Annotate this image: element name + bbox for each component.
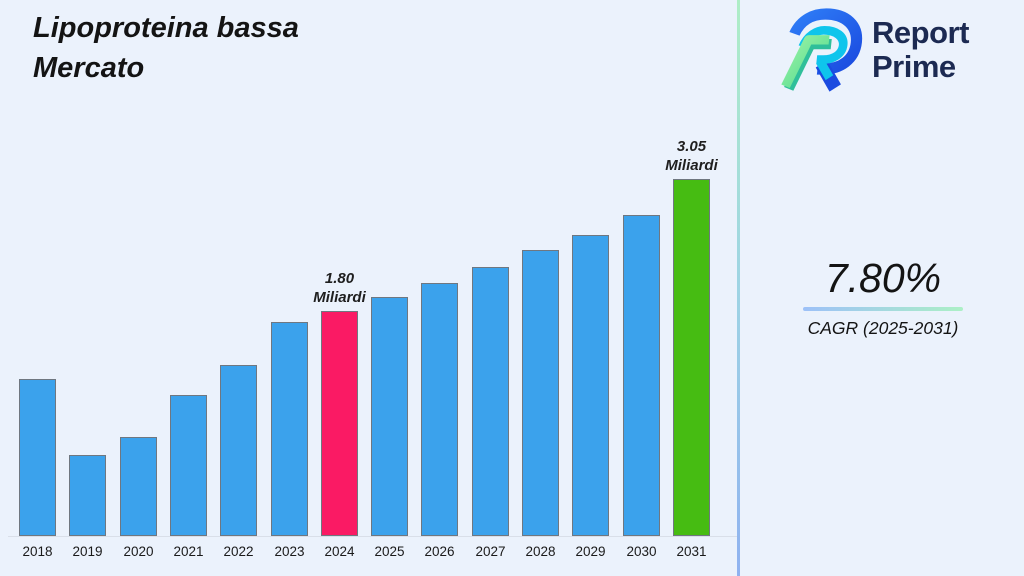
x-axis-label-2018: 2018 [22, 544, 53, 559]
bar-2018 [19, 379, 56, 536]
report-prime-logo-icon [781, 8, 863, 92]
kpi-value: 7.80% [824, 255, 942, 301]
bar-value-label-2031: 3.05 Miliardi [665, 138, 718, 174]
bar-2022 [220, 365, 257, 536]
x-axis-label-2026: 2026 [424, 544, 455, 559]
page-title: Lipoproteina bassa Mercato [33, 8, 299, 88]
x-axis-label-2027: 2027 [475, 544, 506, 559]
bar-2027 [472, 267, 509, 536]
x-axis-label-2022: 2022 [223, 544, 254, 559]
divider-line [737, 0, 740, 576]
bar-2021 [170, 395, 207, 536]
bar-2026 [421, 283, 458, 536]
kpi-block: 7.80% CAGR (2025-2031) [793, 255, 973, 338]
brand-name: Report Prime [872, 16, 969, 84]
page-title-line1: Lipoproteina bassa [33, 12, 299, 44]
x-axis-label-2029: 2029 [575, 544, 606, 559]
kpi-label: CAGR (2025-2031) [807, 318, 959, 338]
x-axis-line [8, 536, 737, 537]
bar-2023 [271, 322, 308, 536]
x-axis-label-2025: 2025 [374, 544, 405, 559]
bar-2019 [69, 455, 106, 536]
x-axis-label-2019: 2019 [72, 544, 103, 559]
bar-2028 [522, 250, 559, 536]
bar-2030 [623, 215, 660, 536]
x-axis-label-2020: 2020 [123, 544, 154, 559]
page-title-line2: Mercato [33, 52, 145, 84]
x-axis-label-2021: 2021 [173, 544, 204, 559]
brand-logo: Report Prime [778, 8, 969, 94]
brand-name-line2: Prime [872, 49, 956, 84]
bar-2031 [673, 179, 710, 536]
x-axis-label-2030: 2030 [626, 544, 657, 559]
x-axis-label-2031: 2031 [676, 544, 707, 559]
kpi-underline [803, 307, 963, 311]
bar-2029 [572, 235, 609, 536]
x-axis-label-2023: 2023 [274, 544, 305, 559]
brand-name-line1: Report [872, 15, 969, 50]
bar-2020 [120, 437, 157, 536]
bar-value-label-2024: 1.80 Miliardi [313, 270, 366, 306]
x-axis-label-2024: 2024 [324, 544, 355, 559]
bar-2025 [371, 297, 408, 536]
bar-2024 [321, 311, 358, 536]
x-axis-label-2028: 2028 [525, 544, 556, 559]
